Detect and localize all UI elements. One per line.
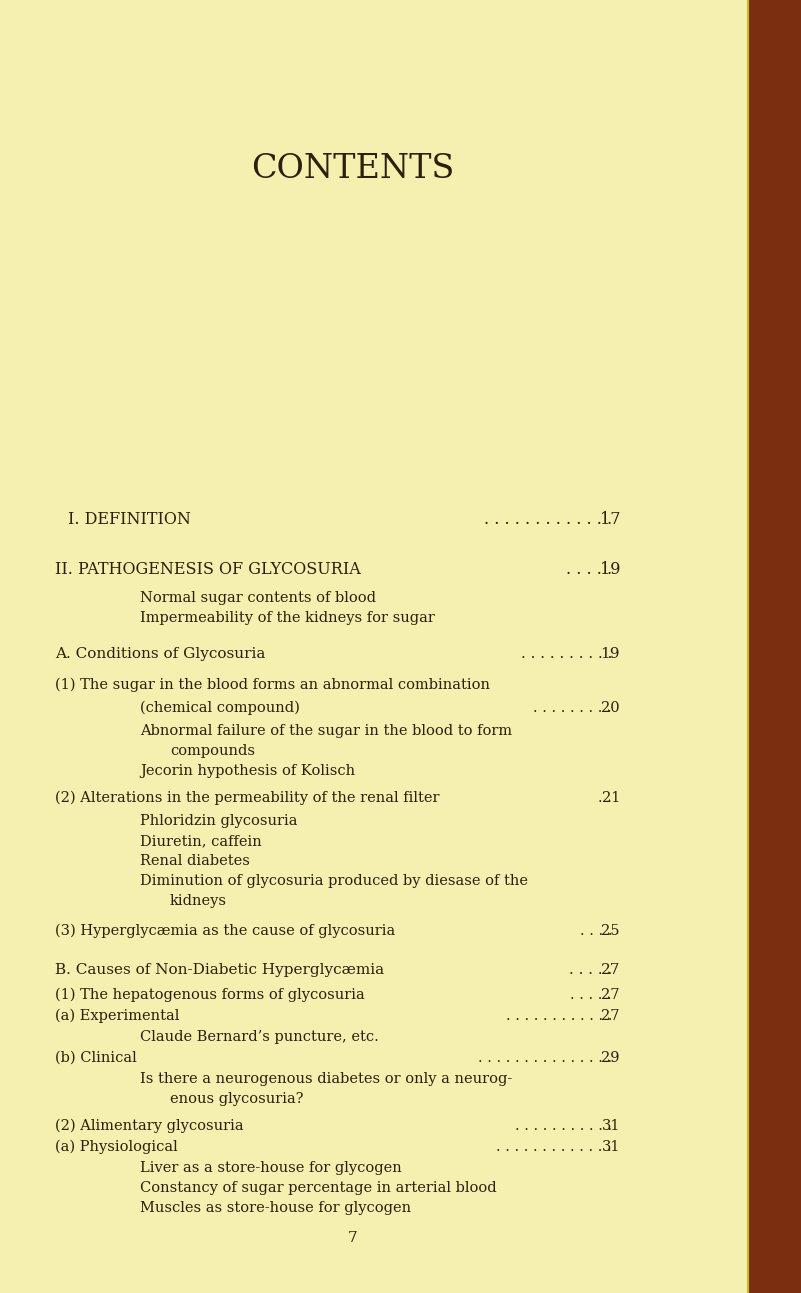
Text: . . . . . . . . . . .: . . . . . . . . . . . (515, 1118, 612, 1133)
Text: Abnormal failure of the sugar in the blood to form: Abnormal failure of the sugar in the blo… (140, 724, 512, 738)
Text: (1) The sugar in the blood forms an abnormal combination: (1) The sugar in the blood forms an abno… (55, 678, 490, 692)
Text: 29: 29 (602, 1051, 620, 1065)
Text: Diuretin, caffein: Diuretin, caffein (140, 834, 262, 848)
Text: Renal diabetes: Renal diabetes (140, 853, 250, 868)
Text: . . . . . . . . .: . . . . . . . . . (533, 701, 612, 715)
Text: . . . . . . . . . . . . . . .: . . . . . . . . . . . . . . . (478, 1051, 612, 1065)
Text: . .: . . (598, 791, 612, 806)
Text: CONTENTS: CONTENTS (251, 153, 454, 185)
Bar (748, 0, 801, 1293)
Text: Is there a neurogenous diabetes or only a neurog-: Is there a neurogenous diabetes or only … (140, 1072, 513, 1086)
Text: A. Conditions of Glycosuria: A. Conditions of Glycosuria (55, 646, 265, 661)
Text: Constancy of sugar percentage in arterial blood: Constancy of sugar percentage in arteria… (140, 1181, 497, 1195)
Text: . . . . . . . . . . . . .: . . . . . . . . . . . . . (497, 1140, 612, 1153)
Text: Liver as a store-house for glycogen: Liver as a store-house for glycogen (140, 1161, 402, 1175)
Text: . . . . . . . . . . . . .: . . . . . . . . . . . . . (484, 511, 612, 528)
Text: 19: 19 (599, 561, 620, 578)
Text: B. Causes of Non-Diabetic Hyperglycæmia: B. Causes of Non-Diabetic Hyperglycæmia (55, 963, 384, 978)
Text: 27: 27 (602, 1009, 620, 1023)
Text: (a) Physiological: (a) Physiological (55, 1139, 178, 1153)
Text: 31: 31 (602, 1118, 620, 1133)
Text: 19: 19 (601, 646, 620, 661)
Text: . . . . . . . . . .: . . . . . . . . . . (521, 646, 612, 661)
Text: (3) Hyperglycæmia as the cause of glycosuria: (3) Hyperglycæmia as the cause of glycos… (55, 923, 395, 937)
Text: kidneys: kidneys (170, 893, 227, 908)
Text: . . . . .: . . . . . (566, 561, 612, 578)
Text: II. PATHOGENESIS OF GLYCOSURIA: II. PATHOGENESIS OF GLYCOSURIA (55, 561, 360, 578)
Text: Jecorin hypothesis of Kolisch: Jecorin hypothesis of Kolisch (140, 764, 355, 778)
Text: . . . . . . . . . . . .: . . . . . . . . . . . . (505, 1009, 612, 1023)
Text: . . . . .: . . . . . (569, 963, 612, 978)
Text: 20: 20 (602, 701, 620, 715)
Text: (1) The hepatogenous forms of glycosuria: (1) The hepatogenous forms of glycosuria (55, 988, 364, 1002)
Text: Impermeability of the kidneys for sugar: Impermeability of the kidneys for sugar (140, 612, 435, 625)
Text: . . . .: . . . . (580, 924, 612, 937)
Text: (chemical compound): (chemical compound) (140, 701, 300, 715)
Text: 7: 7 (348, 1231, 357, 1245)
Text: compounds: compounds (170, 743, 255, 758)
Text: (b) Clinical: (b) Clinical (55, 1051, 137, 1065)
Text: Normal sugar contents of blood: Normal sugar contents of blood (140, 591, 376, 605)
Text: enous glycosuria?: enous glycosuria? (170, 1093, 304, 1106)
Text: 17: 17 (599, 511, 620, 528)
Text: 25: 25 (602, 924, 620, 937)
Text: 21: 21 (602, 791, 620, 806)
Text: Claude Bernard’s puncture, etc.: Claude Bernard’s puncture, etc. (140, 1031, 379, 1043)
Text: (2) Alterations in the permeability of the renal filter: (2) Alterations in the permeability of t… (55, 790, 440, 806)
Text: I. DEFINITION: I. DEFINITION (68, 511, 191, 528)
Text: Diminution of glycosuria produced by diesase of the: Diminution of glycosuria produced by die… (140, 874, 528, 888)
Text: Phloridzin glycosuria: Phloridzin glycosuria (140, 815, 297, 828)
Text: (2) Alimentary glycosuria: (2) Alimentary glycosuria (55, 1118, 244, 1133)
Text: 27: 27 (602, 988, 620, 1002)
Text: Muscles as store-house for glycogen: Muscles as store-house for glycogen (140, 1201, 411, 1215)
Text: 31: 31 (602, 1140, 620, 1153)
Text: (a) Experimental: (a) Experimental (55, 1009, 179, 1023)
Text: . . . . .: . . . . . (570, 988, 612, 1002)
Text: 27: 27 (601, 963, 620, 978)
